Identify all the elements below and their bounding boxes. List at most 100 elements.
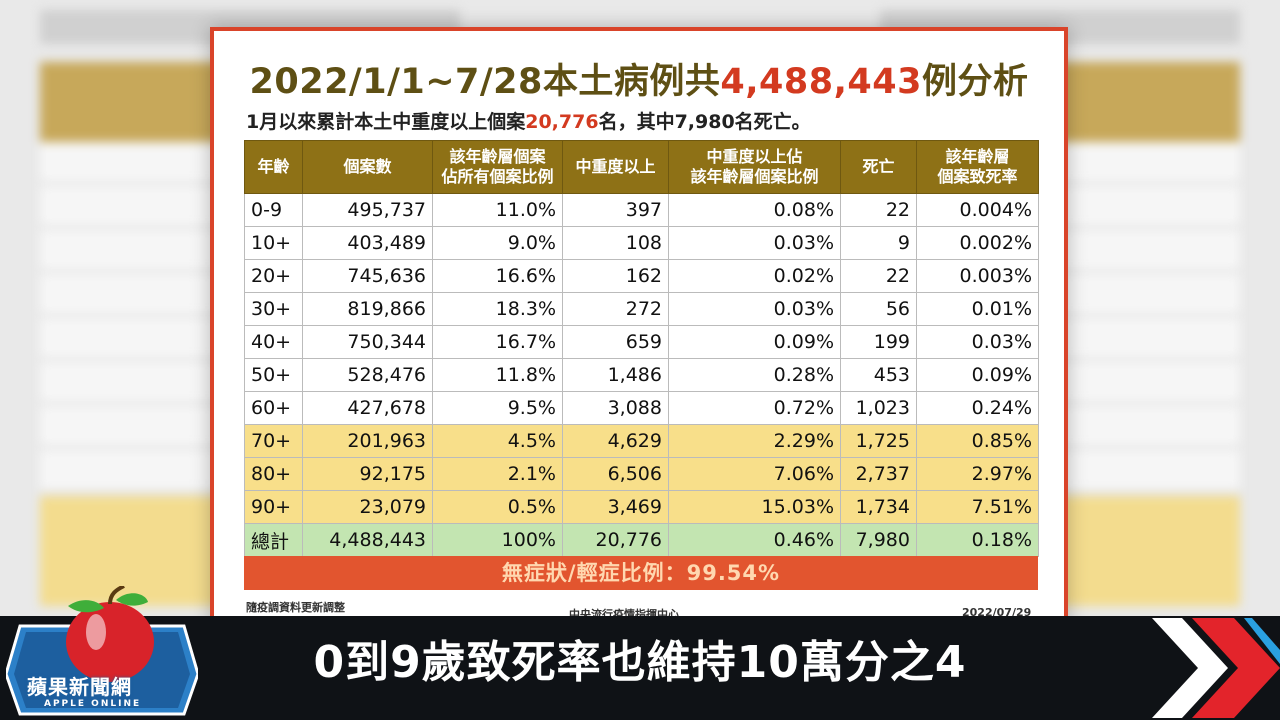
cell-age: 70+ — [244, 424, 303, 458]
cell-deaths: 199 — [840, 325, 917, 359]
column-header-line: 中重度以上佔 — [706, 147, 803, 166]
cell-cases: 427,678 — [302, 391, 433, 425]
cell-share: 0.5% — [432, 490, 563, 524]
column-header-line: 佔所有個案比例 — [441, 167, 554, 186]
column-header-line: 該年齡層個案比例 — [690, 167, 819, 186]
cell-cfr: 0.09% — [916, 358, 1039, 392]
cell-deaths: 1,725 — [840, 424, 917, 458]
card-subtitle: 1月以來累計本土中重度以上個案20,776名，其中7,980名死亡。 — [246, 107, 811, 134]
column-header: 個案數 — [302, 140, 433, 194]
asymptomatic-banner: 無症狀/輕症比例：99.54% — [244, 556, 1038, 590]
table-row: 20+ 745,636 16.6% 162 0.02% 22 0.003% — [244, 259, 1039, 293]
cell-severe-pct: 0.28% — [668, 358, 841, 392]
table-header-row: 年齡 個案數 該年齡層個案 佔所有個案比例 中重度以上 中重度以上佔 該年齡層個案比例 死亡該… — [244, 140, 1039, 194]
column-header-line: 個案致死率 — [937, 167, 1018, 186]
column-header: 死亡 — [840, 140, 917, 194]
cell-cfr: 0.03% — [916, 325, 1039, 359]
cell-cfr: 0.002% — [916, 226, 1039, 260]
table-row: 總計 4,488,443 100% 20,776 0.46% 7,980 0.18% — [244, 523, 1039, 557]
cell-share: 9.5% — [432, 391, 563, 425]
cell-cases: 819,866 — [302, 292, 433, 326]
cell-severe: 108 — [562, 226, 669, 260]
cell-severe: 659 — [562, 325, 669, 359]
subtitle-suffix: 名，其中7,980名死亡。 — [598, 111, 811, 133]
cell-cfr: 0.18% — [916, 523, 1039, 557]
cell-cases: 92,175 — [302, 457, 433, 491]
table-row: 30+ 819,866 18.3% 272 0.03% 56 0.01% — [244, 292, 1039, 326]
card-title: 2022/1/1~7/28本土病例共4,488,443例分析 — [214, 53, 1064, 104]
table-row: 0-9 495,737 11.0% 397 0.08% 22 0.004% — [244, 193, 1039, 227]
cell-cfr: 0.003% — [916, 259, 1039, 293]
cell-severe: 3,088 — [562, 391, 669, 425]
cell-age: 80+ — [244, 457, 303, 491]
cell-deaths: 22 — [840, 259, 917, 293]
cell-deaths: 9 — [840, 226, 917, 260]
cell-deaths: 453 — [840, 358, 917, 392]
column-header-line: 死亡 — [862, 157, 895, 176]
column-header-line: 該年齡層個案 — [449, 147, 546, 166]
cell-deaths: 2,737 — [840, 457, 917, 491]
cell-share: 11.0% — [432, 193, 563, 227]
cell-cases: 201,963 — [302, 424, 433, 458]
cell-age: 40+ — [244, 325, 303, 359]
cell-cases: 403,489 — [302, 226, 433, 260]
cell-severe: 3,469 — [562, 490, 669, 524]
table-row: 10+ 403,489 9.0% 108 0.03% 9 0.002% — [244, 226, 1039, 260]
cell-severe-pct: 15.03% — [668, 490, 841, 524]
cell-severe: 4,629 — [562, 424, 669, 458]
cell-cases: 23,079 — [302, 490, 433, 524]
title-prefix: 2022/1/1~7/28本土病例共 — [249, 62, 721, 102]
cell-cases: 4,488,443 — [302, 523, 433, 557]
footer-note: 隨疫調資料更新調整 — [246, 601, 345, 614]
cell-share: 11.8% — [432, 358, 563, 392]
cell-severe-pct: 0.09% — [668, 325, 841, 359]
column-header-line: 個案數 — [343, 157, 392, 176]
column-header: 中重度以上佔 該年齡層個案比例 — [668, 140, 841, 194]
cell-severe: 162 — [562, 259, 669, 293]
cell-age: 總計 — [244, 523, 303, 557]
title-highlight: 4,488,443 — [720, 62, 922, 102]
title-suffix: 例分析 — [921, 62, 1029, 102]
cell-cfr: 2.97% — [916, 457, 1039, 491]
footer-date: 2022/07/29 — [962, 606, 1032, 619]
cell-severe-pct: 0.46% — [668, 523, 841, 557]
caption-text: 0到9歲致死率也維持10萬分之4 — [313, 637, 967, 688]
cell-cases: 528,476 — [302, 358, 433, 392]
table-row: 90+ 23,079 0.5% 3,469 15.03% 1,734 7.51% — [244, 490, 1039, 524]
column-header-line: 年齡 — [257, 157, 290, 176]
cell-severe-pct: 0.02% — [668, 259, 841, 293]
subtitle-highlight: 20,776 — [525, 111, 599, 133]
cell-cfr: 0.004% — [916, 193, 1039, 227]
cell-severe: 6,506 — [562, 457, 669, 491]
cell-age: 0-9 — [244, 193, 303, 227]
cell-age: 10+ — [244, 226, 303, 260]
cell-severe-pct: 0.03% — [668, 292, 841, 326]
age-table: 年齡 個案數 該年齡層個案 佔所有個案比例 中重度以上 中重度以上佔 該年齡層個案比例 死亡該… — [244, 140, 1039, 557]
cell-cfr: 0.85% — [916, 424, 1039, 458]
cell-age: 30+ — [244, 292, 303, 326]
table-row: 50+ 528,476 11.8% 1,486 0.28% 453 0.09% — [244, 358, 1039, 392]
column-header: 中重度以上 — [562, 140, 669, 194]
cell-severe: 272 — [562, 292, 669, 326]
cell-share: 16.6% — [432, 259, 563, 293]
cell-deaths: 7,980 — [840, 523, 917, 557]
cell-share: 100% — [432, 523, 563, 557]
cell-cfr: 0.01% — [916, 292, 1039, 326]
cell-cases: 495,737 — [302, 193, 433, 227]
table-row: 40+ 750,344 16.7% 659 0.09% 199 0.03% — [244, 325, 1039, 359]
cell-age: 60+ — [244, 391, 303, 425]
cell-age: 90+ — [244, 490, 303, 524]
cell-severe-pct: 7.06% — [668, 457, 841, 491]
table-row: 60+ 427,678 9.5% 3,088 0.72% 1,023 0.24% — [244, 391, 1039, 425]
table-row: 80+ 92,175 2.1% 6,506 7.06% 2,737 2.97% — [244, 457, 1039, 491]
chevron-right-icon — [1152, 618, 1280, 718]
cell-severe-pct: 2.29% — [668, 424, 841, 458]
cell-age: 50+ — [244, 358, 303, 392]
column-header: 該年齡層 個案致死率 — [916, 140, 1039, 194]
column-header: 該年齡層個案 佔所有個案比例 — [432, 140, 563, 194]
cell-cases: 745,636 — [302, 259, 433, 293]
cell-share: 4.5% — [432, 424, 563, 458]
cell-severe-pct: 0.08% — [668, 193, 841, 227]
data-card: 2022/1/1~7/28本土病例共4,488,443例分析 1月以來累計本土中… — [210, 27, 1068, 630]
cell-deaths: 22 — [840, 193, 917, 227]
